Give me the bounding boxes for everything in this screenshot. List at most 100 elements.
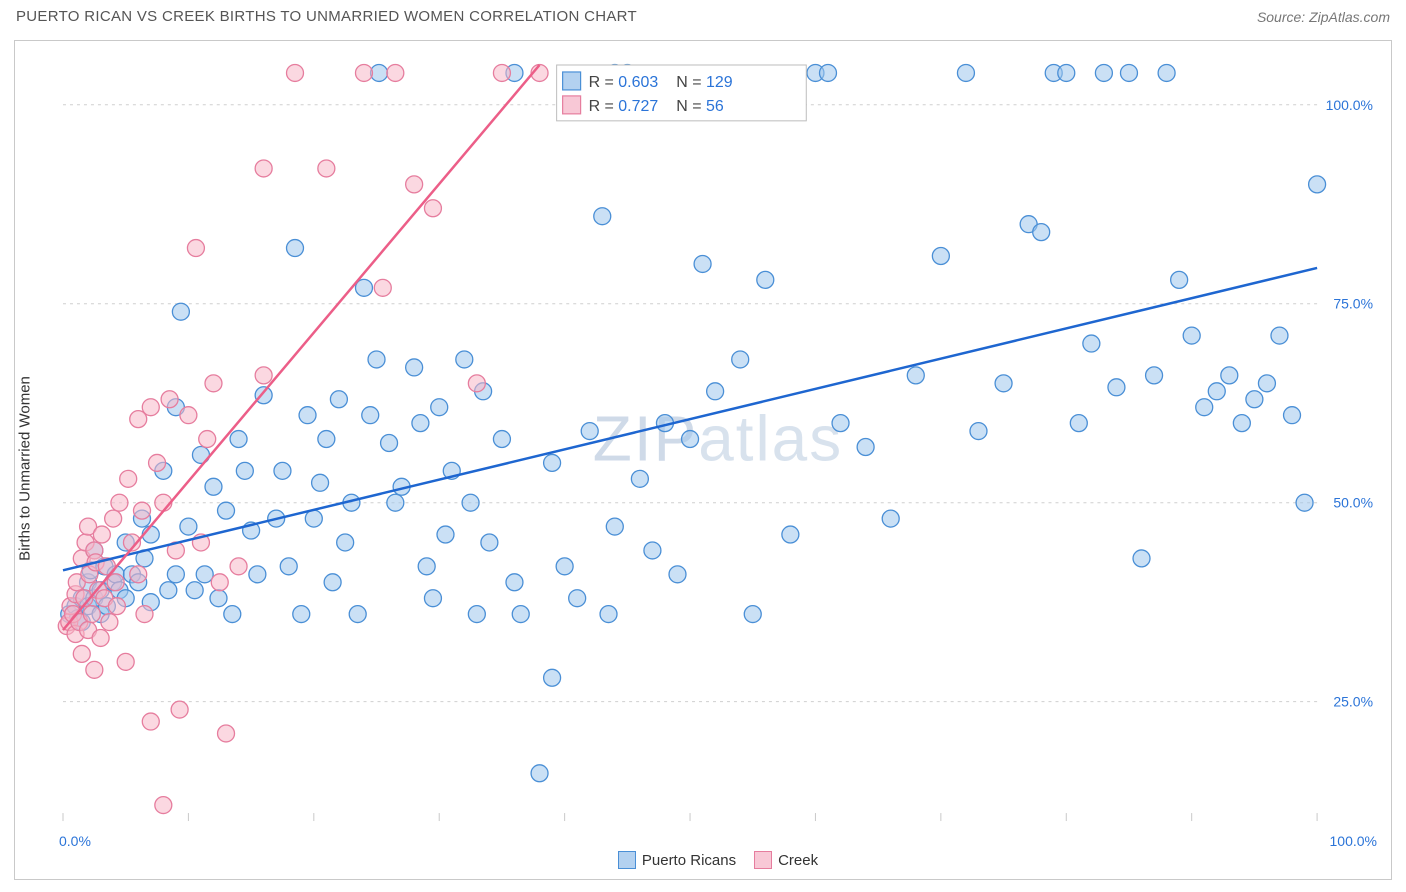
data-point: [995, 375, 1012, 392]
data-point: [694, 255, 711, 272]
data-point: [387, 494, 404, 511]
data-point: [312, 474, 329, 491]
data-point: [167, 566, 184, 583]
data-point: [218, 502, 235, 519]
data-point: [161, 391, 178, 408]
data-point: [111, 494, 128, 511]
data-point: [299, 407, 316, 424]
data-point: [957, 64, 974, 81]
data-point: [218, 725, 235, 742]
data-point: [108, 598, 125, 615]
data-point: [305, 510, 322, 527]
data-point: [631, 470, 648, 487]
data-point: [1171, 271, 1188, 288]
data-point: [1221, 367, 1238, 384]
data-point: [105, 510, 122, 527]
legend-item-creek: Creek: [754, 851, 818, 869]
data-point: [172, 303, 189, 320]
data-point: [287, 64, 304, 81]
data-point: [581, 423, 598, 440]
data-point: [196, 566, 213, 583]
data-point: [437, 526, 454, 543]
svg-text:75.0%: 75.0%: [1333, 296, 1373, 312]
data-point: [406, 359, 423, 376]
data-point: [682, 431, 699, 448]
data-point: [1233, 415, 1250, 432]
data-point: [280, 558, 297, 575]
data-point: [86, 661, 103, 678]
data-point: [255, 367, 272, 384]
legend-swatch-pink: [754, 851, 772, 869]
legend-swatch-blue: [618, 851, 636, 869]
data-point: [160, 582, 177, 599]
data-point: [83, 606, 100, 623]
data-point: [1246, 391, 1263, 408]
data-point: [1070, 415, 1087, 432]
data-point: [531, 765, 548, 782]
data-point: [1108, 379, 1125, 396]
data-point: [362, 407, 379, 424]
data-point: [431, 399, 448, 416]
legend: Puerto Ricans Creek: [55, 845, 1381, 875]
data-point: [1058, 64, 1075, 81]
data-point: [186, 582, 203, 599]
data-point: [820, 64, 837, 81]
data-point: [171, 701, 188, 718]
data-point: [832, 415, 849, 432]
data-point: [544, 454, 561, 471]
data-point: [1033, 224, 1050, 241]
stats-swatch: [563, 96, 581, 114]
data-point: [381, 435, 398, 452]
plot-area: 25.0%50.0%75.0%100.0%ZIPatlasR = 0.603N …: [55, 61, 1381, 829]
source-attribution: Source: ZipAtlas.com: [1257, 9, 1390, 25]
svg-text:100.0%: 100.0%: [1326, 97, 1373, 113]
data-point: [199, 431, 216, 448]
data-point: [318, 160, 335, 177]
data-point: [669, 566, 686, 583]
data-point: [1146, 367, 1163, 384]
data-point: [707, 383, 724, 400]
data-point: [230, 558, 247, 575]
data-point: [907, 367, 924, 384]
data-point: [1083, 335, 1100, 352]
data-point: [757, 271, 774, 288]
data-point: [142, 713, 159, 730]
data-point: [782, 526, 799, 543]
data-point: [130, 566, 147, 583]
data-point: [600, 606, 617, 623]
data-point: [117, 653, 134, 670]
data-point: [412, 415, 429, 432]
data-point: [349, 606, 366, 623]
data-point: [1208, 383, 1225, 400]
data-point: [318, 431, 335, 448]
data-point: [73, 645, 90, 662]
y-axis-label: Births to Unmarried Women: [17, 376, 34, 561]
data-point: [462, 494, 479, 511]
data-point: [224, 606, 241, 623]
data-point: [287, 240, 304, 257]
data-point: [468, 375, 485, 392]
svg-text:25.0%: 25.0%: [1333, 694, 1373, 710]
data-point: [481, 534, 498, 551]
data-point: [644, 542, 661, 559]
svg-text:50.0%: 50.0%: [1333, 495, 1373, 511]
data-point: [355, 64, 372, 81]
data-point: [1271, 327, 1288, 344]
data-point: [187, 240, 204, 257]
data-point: [1196, 399, 1213, 416]
data-point: [236, 462, 253, 479]
data-point: [594, 208, 611, 225]
data-point: [120, 470, 137, 487]
data-point: [93, 526, 110, 543]
data-point: [606, 518, 623, 535]
data-point: [1095, 64, 1112, 81]
data-point: [456, 351, 473, 368]
data-point: [136, 606, 153, 623]
data-point: [230, 431, 247, 448]
chart-title: PUERTO RICAN VS CREEK BIRTHS TO UNMARRIE…: [16, 8, 637, 25]
data-point: [1258, 375, 1275, 392]
data-point: [211, 574, 228, 591]
data-point: [101, 614, 118, 631]
data-point: [205, 478, 222, 495]
stats-swatch: [563, 72, 581, 90]
